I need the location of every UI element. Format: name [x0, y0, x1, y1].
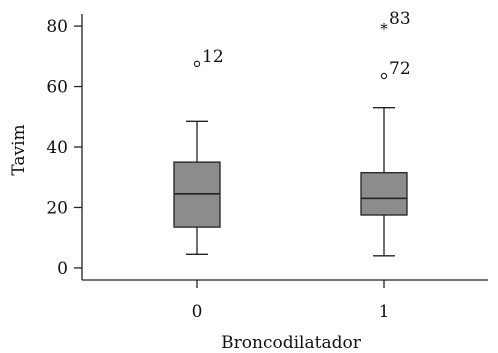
- y-tick-label: 40: [46, 138, 68, 158]
- box-group-0: 12: [173, 47, 224, 255]
- outlier-label: 72: [389, 59, 411, 79]
- outlier-marker: [380, 72, 388, 80]
- box-iqr: [360, 172, 408, 216]
- outlier-label: 83: [389, 9, 411, 29]
- y-tick-label: 80: [46, 17, 68, 37]
- x-tick-label: 0: [192, 302, 203, 322]
- y-axis: 0 20 40 60 80: [46, 14, 83, 280]
- boxes: 12 72 * 83: [173, 9, 411, 257]
- x-axis-label: Broncodilatador: [221, 333, 362, 353]
- y-tick-label: 20: [46, 198, 68, 218]
- outlier-label: 12: [202, 47, 224, 67]
- extreme-outlier-marker: *: [380, 20, 388, 38]
- x-tick-label: 1: [379, 302, 390, 322]
- y-tick-label: 0: [57, 259, 68, 279]
- y-tick-label: 60: [46, 78, 68, 98]
- y-axis-label: Tavim: [9, 124, 29, 175]
- box-group-1: 72 * 83: [360, 9, 411, 257]
- outlier-marker: [193, 60, 201, 68]
